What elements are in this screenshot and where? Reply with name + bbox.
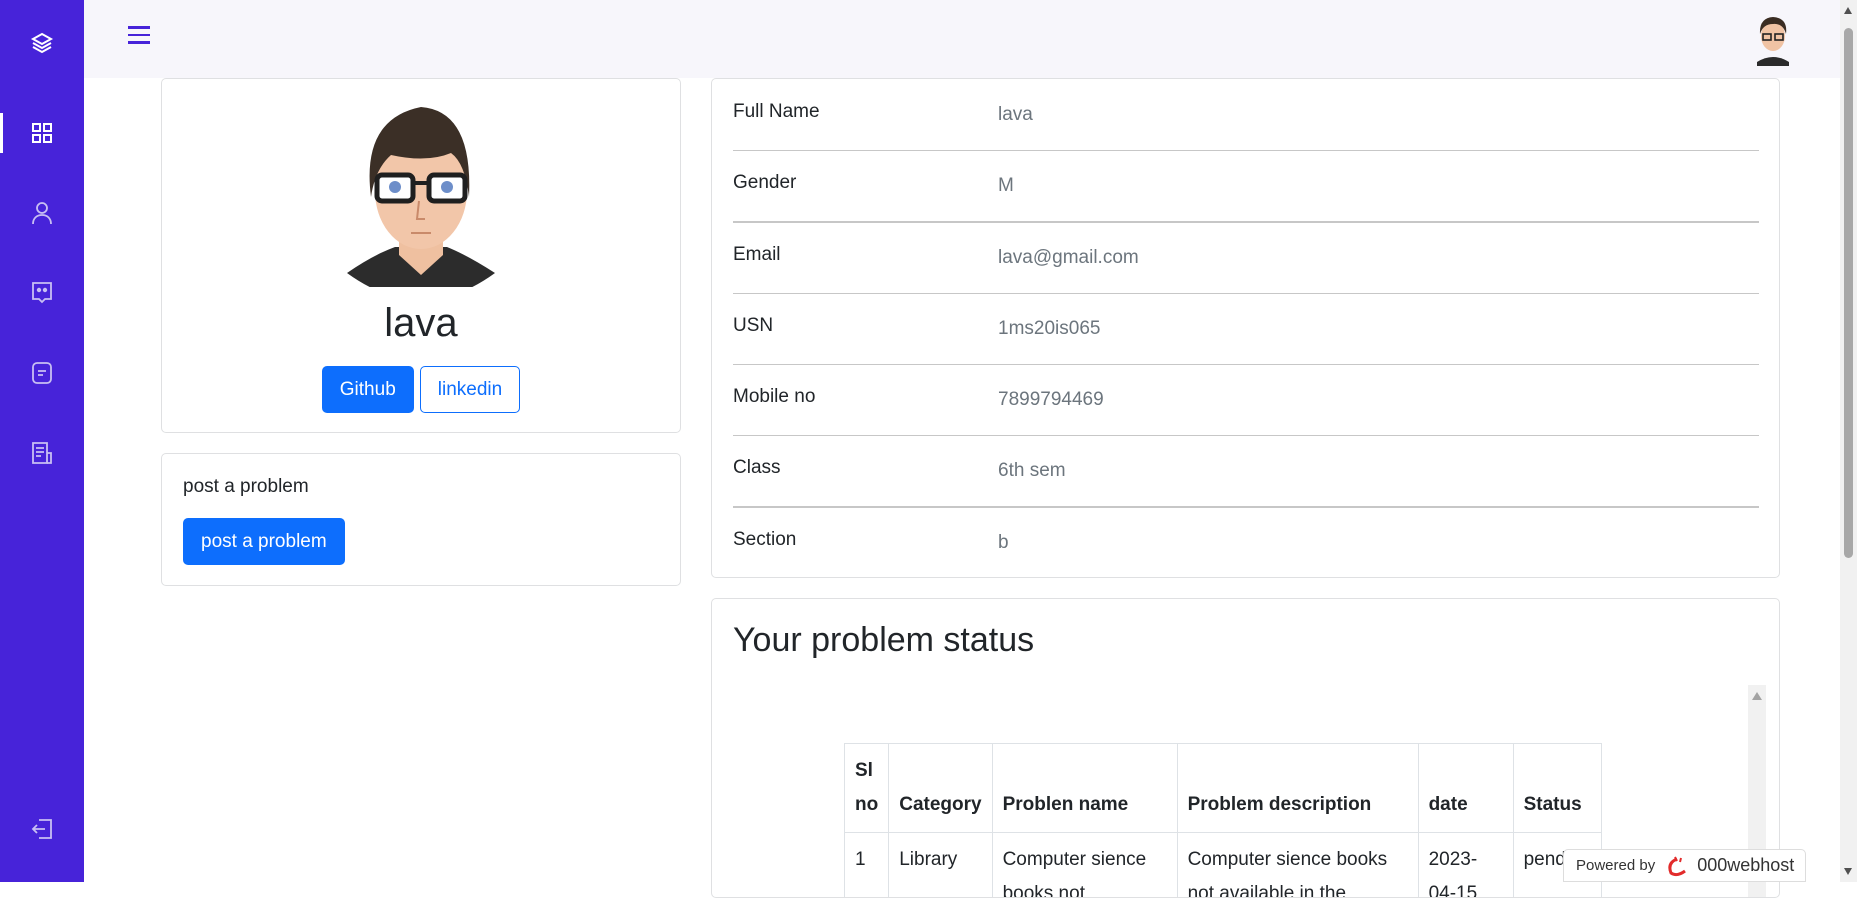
cell-sl-no: 1 xyxy=(845,833,889,898)
message-icon[interactable] xyxy=(27,278,57,308)
user-avatar[interactable] xyxy=(1751,12,1795,66)
hamburger-icon[interactable] xyxy=(128,26,150,44)
detail-value: lava@gmail.com xyxy=(998,247,1139,269)
table-header-row: Sl no Category Problen name Problem desc… xyxy=(845,744,1602,833)
detail-value: 6th sem xyxy=(998,460,1066,482)
active-indicator xyxy=(0,113,3,153)
detail-value: b xyxy=(998,532,1009,554)
logout-icon[interactable] xyxy=(27,814,57,844)
detail-value: lava xyxy=(998,104,1033,126)
profile-avatar xyxy=(347,97,495,287)
detail-value: 7899794469 xyxy=(998,389,1104,411)
detail-label: Class xyxy=(733,457,781,479)
detail-row-usn: USN 1ms20is065 xyxy=(733,293,1759,365)
detail-row-mobile: Mobile no 7899794469 xyxy=(733,364,1759,436)
profile-name: lava xyxy=(162,301,680,346)
column-header: Category xyxy=(889,744,992,833)
detail-label: Mobile no xyxy=(733,386,815,408)
user-icon[interactable] xyxy=(27,198,57,228)
webhost-logo-icon xyxy=(1663,855,1689,877)
post-problem-card: post a problem post a problem xyxy=(161,453,681,586)
details-card: Full Name lava Gender M Email lava@gmail… xyxy=(711,78,1780,578)
detail-label: Gender xyxy=(733,172,796,194)
cell-category: Library xyxy=(889,833,992,898)
profile-card: lava Github linkedin xyxy=(161,78,681,433)
detail-label: Full Name xyxy=(733,101,820,123)
detail-label: Email xyxy=(733,244,781,266)
detail-label: Section xyxy=(733,529,796,551)
detail-label: USN xyxy=(733,315,773,337)
post-problem-title: post a problem xyxy=(183,476,309,498)
column-header: Status xyxy=(1513,744,1602,833)
cell-problem-description: Computer sience books not available in t… xyxy=(1177,833,1418,898)
linkedin-button[interactable]: linkedin xyxy=(420,366,520,413)
top-header xyxy=(84,0,1840,78)
detail-row-gender: Gender M xyxy=(733,150,1759,223)
note-icon[interactable] xyxy=(27,358,57,388)
column-header: date xyxy=(1418,744,1513,833)
github-button[interactable]: Github xyxy=(322,366,414,413)
detail-value: 1ms20is065 xyxy=(998,318,1100,340)
scrollbar-thumb[interactable] xyxy=(1844,28,1853,558)
powered-by-text: Powered by xyxy=(1576,857,1655,874)
column-header: Problen name xyxy=(992,744,1177,833)
sidebar xyxy=(0,0,84,882)
dashboard-grid-icon[interactable] xyxy=(27,118,57,148)
report-icon[interactable] xyxy=(27,438,57,468)
detail-row-class: Class 6th sem xyxy=(733,435,1759,508)
page-scrollbar[interactable] xyxy=(1840,0,1857,882)
problem-status-title: Your problem status xyxy=(733,621,1034,660)
webhost-brand: 000webhost xyxy=(1697,855,1794,876)
powered-by-badge[interactable]: Powered by 000webhost xyxy=(1563,849,1806,882)
column-header: Sl no xyxy=(845,744,889,833)
scroll-down-icon[interactable] xyxy=(1844,868,1852,875)
layers-icon[interactable] xyxy=(27,28,57,58)
detail-value: M xyxy=(998,175,1014,197)
social-buttons: Github linkedin xyxy=(162,366,680,413)
scroll-up-icon[interactable] xyxy=(1844,7,1852,14)
detail-row-section: Section b xyxy=(733,507,1759,578)
cell-date: 2023-04-15 xyxy=(1418,833,1513,898)
cell-problem-name: Computer sience books not xyxy=(992,833,1177,898)
problem-status-table: Sl no Category Problen name Problem desc… xyxy=(844,743,1602,898)
scroll-up-icon[interactable] xyxy=(1752,692,1762,700)
detail-row-full-name: Full Name lava xyxy=(733,79,1759,151)
table-row: 1 Library Computer sience books not Comp… xyxy=(845,833,1602,898)
post-problem-button[interactable]: post a problem xyxy=(183,518,345,565)
detail-row-email: Email lava@gmail.com xyxy=(733,222,1759,294)
column-header: Problem description xyxy=(1177,744,1418,833)
